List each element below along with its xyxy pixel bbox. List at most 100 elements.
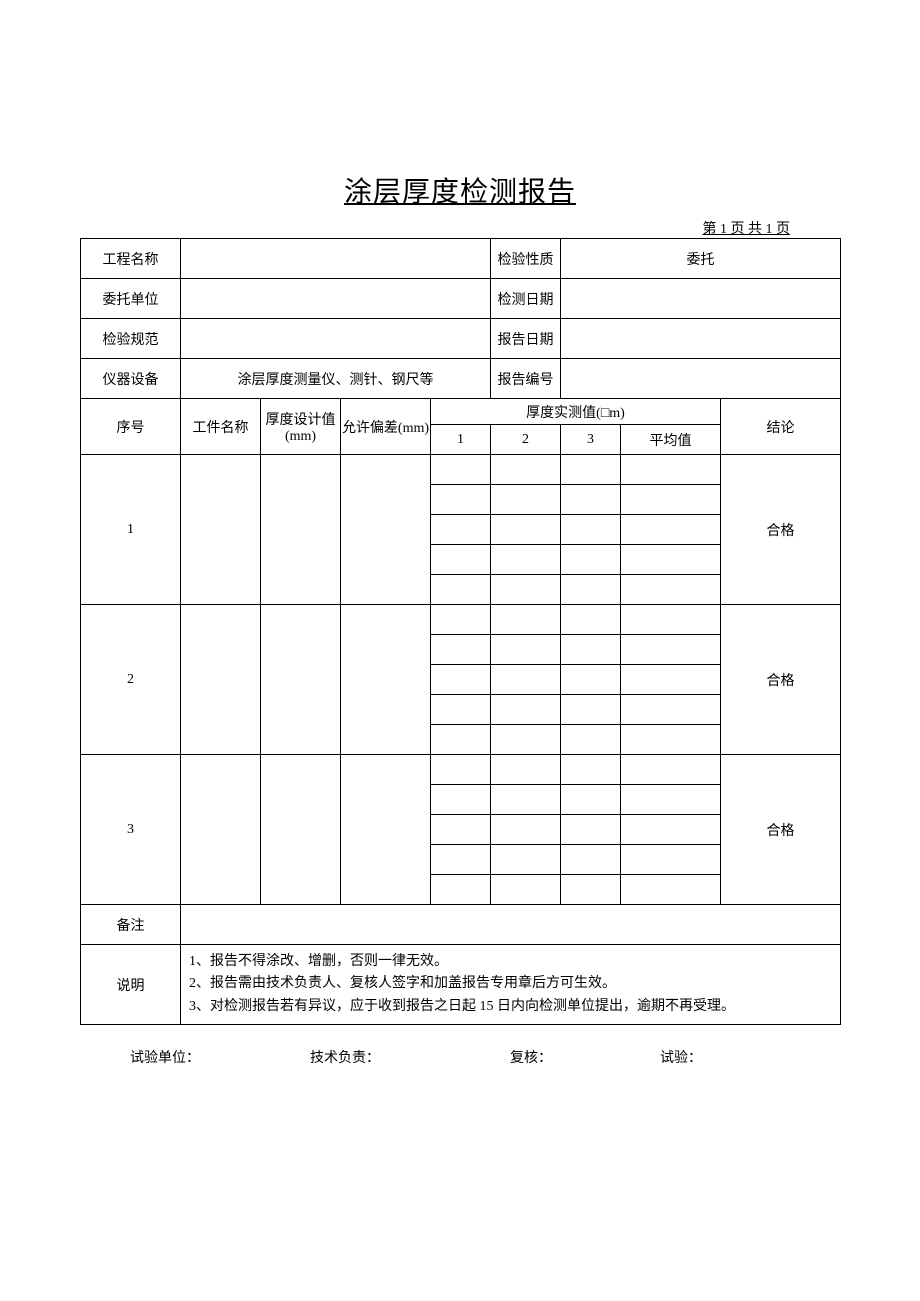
cell-m3	[561, 875, 621, 905]
value-report-date	[561, 319, 841, 359]
cell-m1	[431, 845, 491, 875]
cell-m2	[491, 725, 561, 755]
cell-m2	[491, 695, 561, 725]
cell-m3	[561, 545, 621, 575]
value-notes: 1、报告不得涂改、增删，否则一律无效。 2、报告需由技术负责人、复核人签字和加盖…	[181, 945, 841, 1025]
label-client: 委托单位	[81, 279, 181, 319]
report-title: 涂层厚度检测报告	[80, 170, 840, 210]
note-line: 1、报告不得涂改、增删，否则一律无效。	[189, 951, 832, 973]
cell-m1	[431, 635, 491, 665]
label-equipment: 仪器设备	[81, 359, 181, 399]
cell-m3	[561, 455, 621, 485]
cell-avg	[621, 785, 721, 815]
cell-m1	[431, 815, 491, 845]
cell-m3	[561, 485, 621, 515]
cell-m2	[491, 665, 561, 695]
cell-tolerance	[341, 605, 431, 755]
col-part: 工件名称	[181, 399, 261, 455]
value-remark	[181, 905, 841, 945]
cell-m3	[561, 845, 621, 875]
cell-m2	[491, 785, 561, 815]
value-project-name	[181, 239, 491, 279]
cell-m3	[561, 725, 621, 755]
cell-m1	[431, 755, 491, 785]
cell-avg	[621, 725, 721, 755]
cell-m1	[431, 665, 491, 695]
label-report-date: 报告日期	[491, 319, 561, 359]
report-table: 工程名称 检验性质 委托 委托单位 检测日期 检验规范 报告日期 仪器设备 涂层…	[80, 238, 841, 1025]
col-tolerance: 允许偏差(mm)	[341, 399, 431, 455]
cell-m3	[561, 785, 621, 815]
col-design: 厚度设计值(mm)	[261, 399, 341, 455]
cell-m3	[561, 515, 621, 545]
cell-avg	[621, 695, 721, 725]
cell-m3	[561, 755, 621, 785]
cell-m2	[491, 635, 561, 665]
label-report-no: 报告编号	[491, 359, 561, 399]
sig-unit: 试验单位：	[130, 1047, 310, 1067]
cell-avg	[621, 485, 721, 515]
cell-m1	[431, 875, 491, 905]
cell-m2	[491, 515, 561, 545]
cell-m1	[431, 785, 491, 815]
cell-m2	[491, 875, 561, 905]
cell-conclusion: 合格	[721, 605, 841, 755]
label-notes: 说明	[81, 945, 181, 1025]
signature-row: 试验单位： 技术负责： 复核： 试验：	[80, 1047, 840, 1067]
cell-avg	[621, 635, 721, 665]
cell-avg	[621, 875, 721, 905]
col-m3: 3	[561, 425, 621, 455]
cell-conclusion: 合格	[721, 755, 841, 905]
col-seq: 序号	[81, 399, 181, 455]
col-m1: 1	[431, 425, 491, 455]
cell-avg	[621, 815, 721, 845]
label-spec: 检验规范	[81, 319, 181, 359]
cell-m1	[431, 455, 491, 485]
cell-seq: 1	[81, 455, 181, 605]
cell-m2	[491, 845, 561, 875]
cell-avg	[621, 605, 721, 635]
cell-m3	[561, 635, 621, 665]
cell-avg	[621, 845, 721, 875]
col-measured-group: 厚度实测值(□m)	[431, 399, 721, 425]
cell-m1	[431, 725, 491, 755]
cell-m2	[491, 575, 561, 605]
cell-m2	[491, 815, 561, 845]
cell-tolerance	[341, 755, 431, 905]
value-report-no	[561, 359, 841, 399]
cell-m2	[491, 485, 561, 515]
cell-m1	[431, 695, 491, 725]
cell-avg	[621, 575, 721, 605]
cell-design	[261, 605, 341, 755]
cell-m3	[561, 575, 621, 605]
cell-m2	[491, 755, 561, 785]
col-avg: 平均值	[621, 425, 721, 455]
cell-m2	[491, 455, 561, 485]
col-m2: 2	[491, 425, 561, 455]
label-inspect-date: 检测日期	[491, 279, 561, 319]
cell-m1	[431, 605, 491, 635]
cell-avg	[621, 515, 721, 545]
cell-tolerance	[341, 455, 431, 605]
cell-seq: 2	[81, 605, 181, 755]
label-inspect-nature: 检验性质	[491, 239, 561, 279]
cell-conclusion: 合格	[721, 455, 841, 605]
cell-avg	[621, 665, 721, 695]
cell-seq: 3	[81, 755, 181, 905]
cell-m3	[561, 695, 621, 725]
value-inspect-nature: 委托	[561, 239, 841, 279]
cell-m2	[491, 545, 561, 575]
cell-m3	[561, 665, 621, 695]
label-remark: 备注	[81, 905, 181, 945]
value-spec	[181, 319, 491, 359]
cell-part	[181, 455, 261, 605]
sig-review: 复核：	[510, 1047, 660, 1067]
sig-tech: 技术负责：	[310, 1047, 510, 1067]
cell-m2	[491, 605, 561, 635]
page-indicator: 第 1 页 共 1 页	[80, 218, 840, 238]
value-client	[181, 279, 491, 319]
cell-m1	[431, 545, 491, 575]
cell-m1	[431, 515, 491, 545]
cell-design	[261, 455, 341, 605]
value-equipment: 涂层厚度测量仪、测针、钢尺等	[181, 359, 491, 399]
